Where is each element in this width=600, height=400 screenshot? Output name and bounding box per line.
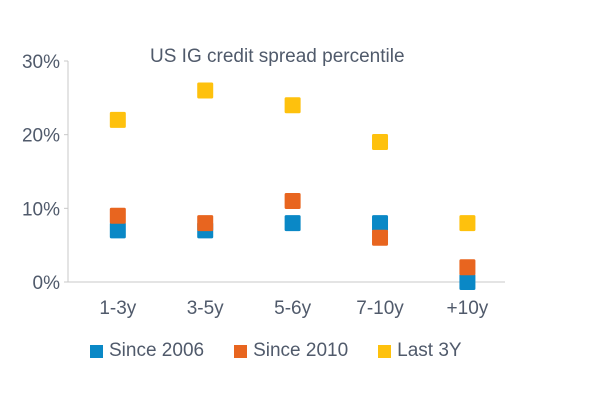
data-point-since-2006: [459, 274, 476, 290]
chart-title: US IG credit spread percentile: [150, 46, 405, 67]
data-point-last-3y: [372, 134, 389, 151]
data-point-since-2010: [197, 215, 214, 232]
legend-swatch-icon: [234, 344, 248, 358]
data-point-last-3y: [284, 97, 301, 114]
legend: Since 2006 Since 2010 Last 3Y: [90, 340, 492, 362]
data-point-since-2006: [372, 215, 389, 232]
x-tick-label: 5-6y: [274, 298, 311, 319]
data-point-last-3y: [109, 111, 126, 128]
y-tick-label: 10%: [22, 199, 60, 220]
x-tick-label: 7-10y: [356, 298, 404, 319]
legend-swatch-icon: [90, 344, 103, 358]
y-tick-label: 20%: [22, 126, 60, 147]
data-point-since-2006: [284, 215, 301, 232]
data-point-last-3y: [197, 82, 214, 99]
legend-label: Last 3Y: [397, 340, 462, 361]
legend-item: Since 2006: [90, 340, 204, 362]
data-point-since-2010: [459, 259, 476, 276]
data-point-since-2006: [109, 222, 126, 239]
legend-label: Since 2010: [253, 340, 349, 361]
data-point-since-2010: [372, 229, 389, 246]
y-tick-label: 0%: [33, 273, 61, 294]
legend-label: Since 2006: [109, 340, 205, 361]
legend-item: Last 3Y: [378, 340, 462, 362]
x-tick-label: +10y: [447, 298, 489, 319]
x-tick-label: 1-3y: [99, 298, 136, 319]
legend-item: Since 2010: [234, 340, 348, 362]
y-tick-label: 30%: [22, 52, 60, 73]
x-tick-label: 3-5y: [187, 298, 224, 319]
data-point-since-2010: [284, 192, 301, 209]
data-point-since-2010: [109, 207, 126, 224]
data-point-last-3y: [459, 215, 476, 232]
legend-swatch-icon: [378, 344, 392, 358]
